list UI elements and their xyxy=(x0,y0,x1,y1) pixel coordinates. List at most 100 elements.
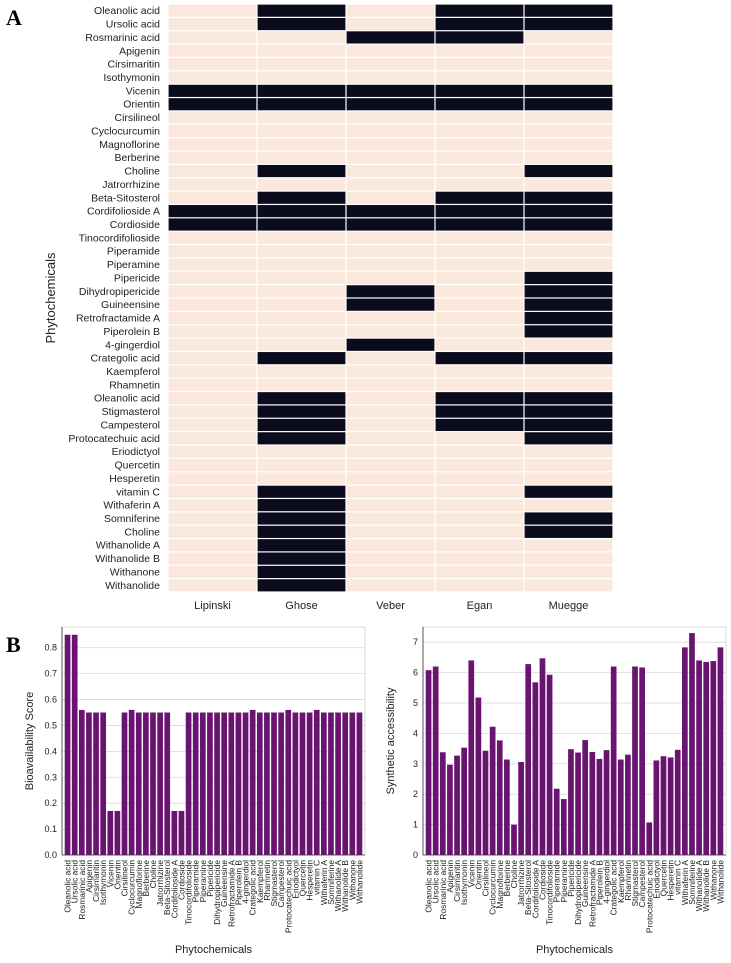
bar-magnoflorine xyxy=(135,712,142,855)
heatmap-cell-pipericide-veber xyxy=(346,271,435,285)
heatmap-cell-rosmarinic-acid-muegge xyxy=(524,31,613,44)
heatmap-cell-protocatechuic-acid-ghose xyxy=(257,432,346,445)
y-tick-label: 4 xyxy=(413,728,418,738)
x-tick-label: Piperolein B xyxy=(594,860,604,906)
y-tick-label: 0.0 xyxy=(44,850,57,860)
heatmap-cell-withanolide-b-ghose xyxy=(257,552,346,565)
heatmap-cell-campesterol-veber xyxy=(346,418,435,432)
heatmap-cell-withanolide-a-veber xyxy=(346,539,435,552)
heatmap-row-label: 4-gingerdiol xyxy=(105,339,160,351)
heatmap-cell-cirsilineol-muegge xyxy=(524,111,613,124)
bar-protocatechuic-acid xyxy=(646,822,653,855)
heatmap-column-label: Egan xyxy=(467,600,493,612)
x-tick-label: Tinocordifolioside xyxy=(545,860,555,925)
heatmap-cell-guineensine-egan xyxy=(435,298,524,311)
heatmap-cell-eriodictyol-lipinski xyxy=(168,445,257,458)
heatmap-row-label: Oleanolic acid xyxy=(94,393,160,405)
heatmap-row-label: Tinocordifolioside xyxy=(79,232,160,244)
x-tick-label: Protocatechuic acid xyxy=(644,860,654,933)
heatmap-cell-berberine-muegge xyxy=(524,151,613,164)
x-tick-label: Withanolide xyxy=(715,860,725,904)
heatmap-cell-apigenin-egan xyxy=(435,44,524,57)
heatmap-cell-somniferine-veber xyxy=(346,512,435,525)
heatmap-cell-piperamide-veber xyxy=(346,245,435,258)
x-tick-label: Cordioside xyxy=(176,860,186,900)
bar-withaferin-a xyxy=(682,647,688,855)
heatmap-row-label: Withanolide xyxy=(105,580,160,592)
x-tick-label: Isothymonin xyxy=(98,860,108,905)
heatmap-cell-piperolein-b-muegge xyxy=(524,325,613,338)
bar-campesterol xyxy=(278,712,284,855)
x-tick-label: Withaferin A xyxy=(319,860,329,906)
bar-withanone xyxy=(710,661,717,855)
heatmap-cell-campesterol-muegge xyxy=(524,418,613,432)
heatmap-cell-withanolide-a-egan xyxy=(435,539,524,552)
heatmap-cell-vitamin-c-veber xyxy=(346,485,435,498)
bioavailability-bar-chart: 0.0 0.1 0.2 0.3 0.4 0.5 0.6 0.7 0.8 Oleanolic aci… xyxy=(24,626,366,956)
x-tick-label: Magnoflorine xyxy=(495,860,505,909)
bar-rosmarinic-acid xyxy=(439,752,446,855)
heatmap-cell-choline-veber xyxy=(346,164,435,178)
bar-cirsilineol xyxy=(482,750,489,855)
y-tick-label: 2 xyxy=(413,789,418,799)
x-tick-label: Piperamine xyxy=(198,860,208,903)
heatmap-cell-4-gingerdiol-lipinski xyxy=(168,338,257,351)
heatmap-cell-apigenin-veber xyxy=(346,44,435,57)
x-tick-label: Campesterol xyxy=(637,860,647,908)
bar-vitamin-c xyxy=(313,709,320,855)
bar-eriodictyol xyxy=(292,712,299,855)
heatmap-cell-guineensine-ghose xyxy=(257,298,346,311)
x-tick-label: Withaferin A xyxy=(680,860,690,906)
heatmap-cell-choline-ghose xyxy=(257,525,346,538)
heatmap-cell-cirsilineol-lipinski xyxy=(168,111,257,124)
y-tick-label: 3 xyxy=(413,759,418,769)
bar-tinocordifolioside xyxy=(185,712,192,855)
heatmap-cell-eriodictyol-veber xyxy=(346,445,435,458)
heatmap-cell-rhamnetin-muegge xyxy=(524,378,613,391)
heatmap-cell-piperamine-muegge xyxy=(524,258,613,271)
heatmap-row-label: Hesperetin xyxy=(109,473,160,485)
bar-berberine xyxy=(143,712,149,855)
heatmap-cell-cirsimaritin-lipinski xyxy=(168,58,257,71)
heatmap-cell-choline-lipinski xyxy=(168,525,257,538)
heatmap-cell-beta-sitosterol-muegge xyxy=(524,191,613,204)
x-tick-label: Jatrorrhizine xyxy=(155,860,165,906)
heatmap-cell-vicenin-lipinski xyxy=(168,84,257,97)
heatmap-cell-tinocordifolioside-veber xyxy=(346,231,435,244)
heatmap-cell-choline-muegge xyxy=(524,525,613,538)
heatmap-row-label: Campesterol xyxy=(100,419,160,431)
heatmap-cell-piperamide-muegge xyxy=(524,245,613,258)
heatmap-cell-piperamide-egan xyxy=(435,245,524,258)
x-tick-label: Isothymonin xyxy=(459,860,469,905)
heatmap-cell-hesperetin-muegge xyxy=(524,472,613,485)
bar-cyclocurcumin xyxy=(128,709,135,855)
heatmap-cell-orientin-ghose xyxy=(257,98,346,111)
heatmap-cell-somniferine-ghose xyxy=(257,512,346,525)
heatmap-row-label: Withaferin A xyxy=(103,500,160,512)
bar-rhamnetin xyxy=(625,754,631,855)
x-tick-label: Cordioside xyxy=(537,860,547,900)
x-tick-label: Jatrorrhizine xyxy=(516,860,526,906)
y-tick-label: 0.8 xyxy=(44,643,57,653)
y-tick-label: 0 xyxy=(413,850,418,860)
heatmap-cell-eriodictyol-ghose xyxy=(257,445,346,458)
heatmap-cell-vicenin-veber xyxy=(346,84,435,97)
heatmap-cell-choline-lipinski xyxy=(168,164,257,178)
heatmap-cell-oleanolic-acid-veber xyxy=(346,4,435,17)
heatmap-cell-withanolide-b-egan xyxy=(435,552,524,565)
heatmap-cell-withanolide-egan xyxy=(435,579,524,592)
x-tick-label: Apigenin xyxy=(445,860,455,893)
heatmap-cell-withanolide-a-muegge xyxy=(524,539,613,552)
x-tick-label: Magnoflorine xyxy=(134,860,144,909)
heatmap-row-label: Dihydropipericide xyxy=(79,286,160,298)
heatmap-cell-somniferine-lipinski xyxy=(168,512,257,525)
heatmap-cell-stigmasterol-muegge xyxy=(524,405,613,418)
x-tick-label: Piperamide xyxy=(191,860,201,903)
heatmap-cell-hesperetin-lipinski xyxy=(168,472,257,485)
heatmap-cell-piperolein-b-lipinski xyxy=(168,325,257,338)
x-tick-label: Cirsilineol xyxy=(481,860,491,896)
heatmap-cell-cordioside-lipinski xyxy=(168,218,257,231)
bar-cordioside xyxy=(539,658,546,855)
heatmap-cell-campesterol-lipinski xyxy=(168,418,257,432)
